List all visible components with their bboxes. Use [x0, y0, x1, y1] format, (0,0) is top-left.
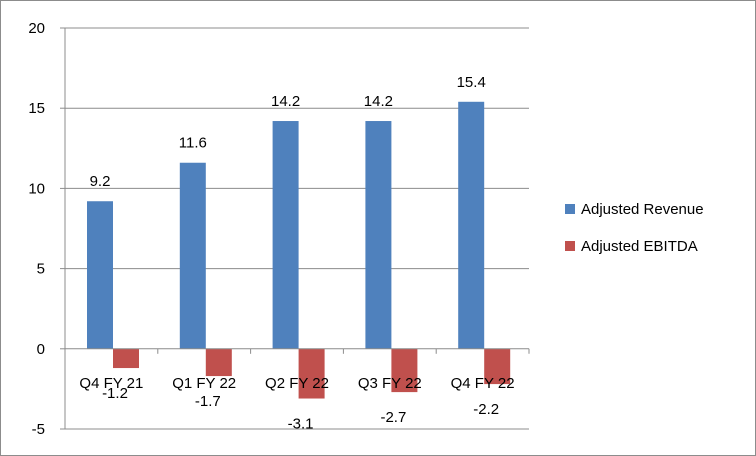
revenue-bar: [272, 121, 299, 349]
y-tick-label: 0: [37, 341, 45, 358]
revenue-bar: [87, 201, 113, 349]
bars: [87, 101, 511, 399]
y-tick-label: -5: [32, 421, 45, 438]
x-category-label: Q1 FY 22: [172, 375, 236, 392]
data-labels: 9.2 11.6 14.2 14.2 15.4 -1.2 -1.7 -3.1 -2.7 -2.2: [90, 74, 500, 433]
x-category-label: Q3 FY 22: [358, 375, 422, 392]
x-axis-categories: Q4 FY 21 Q1 FY 22 Q2 FY 22 Q3 FY 22 Q4 FY 22: [79, 375, 514, 392]
legend-swatch-ebitda: [565, 241, 575, 251]
revenue-bar: [458, 101, 485, 349]
ebitda-data-label: -2.2: [473, 401, 499, 418]
ebitda-data-label: -2.7: [380, 409, 406, 426]
revenue-data-label: 15.4: [457, 74, 486, 91]
revenue-bar: [179, 162, 206, 349]
y-tick-label: 20: [28, 20, 45, 37]
ebitda-bar: [205, 348, 232, 377]
ebitda-data-label: -1.2: [102, 385, 128, 402]
ebitda-bar: [113, 348, 139, 369]
y-tick-label: 15: [28, 100, 45, 117]
revenue-data-label: 9.2: [90, 173, 111, 190]
ebitda-bar: [484, 348, 511, 385]
x-category-label: Q2 FY 22: [265, 375, 329, 392]
legend-swatch-revenue: [565, 204, 575, 214]
y-axis-ticks: -5 0 5 10 15 20: [28, 20, 45, 438]
x-category-label: Q4 FY 21: [79, 375, 143, 392]
legend: Adjusted Revenue Adjusted EBITDA: [565, 201, 704, 255]
ebitda-data-label: -3.1: [288, 416, 314, 433]
revenue-bar: [365, 121, 392, 349]
revenue-data-label: 14.2: [364, 93, 393, 110]
legend-label-ebitda: Adjusted EBITDA: [581, 238, 698, 255]
y-tick-label: 5: [37, 261, 45, 278]
legend-label-revenue: Adjusted Revenue: [581, 201, 704, 218]
revenue-data-label: 14.2: [271, 93, 300, 110]
ebitda-bar: [298, 348, 325, 399]
ebitda-bar: [391, 348, 418, 393]
axes: [60, 27, 530, 430]
y-tick-label: 10: [28, 180, 45, 197]
ebitda-data-label: -1.7: [195, 393, 221, 410]
x-category-label: Q4 FY 22: [451, 375, 515, 392]
revenue-data-label: 11.6: [179, 135, 207, 152]
